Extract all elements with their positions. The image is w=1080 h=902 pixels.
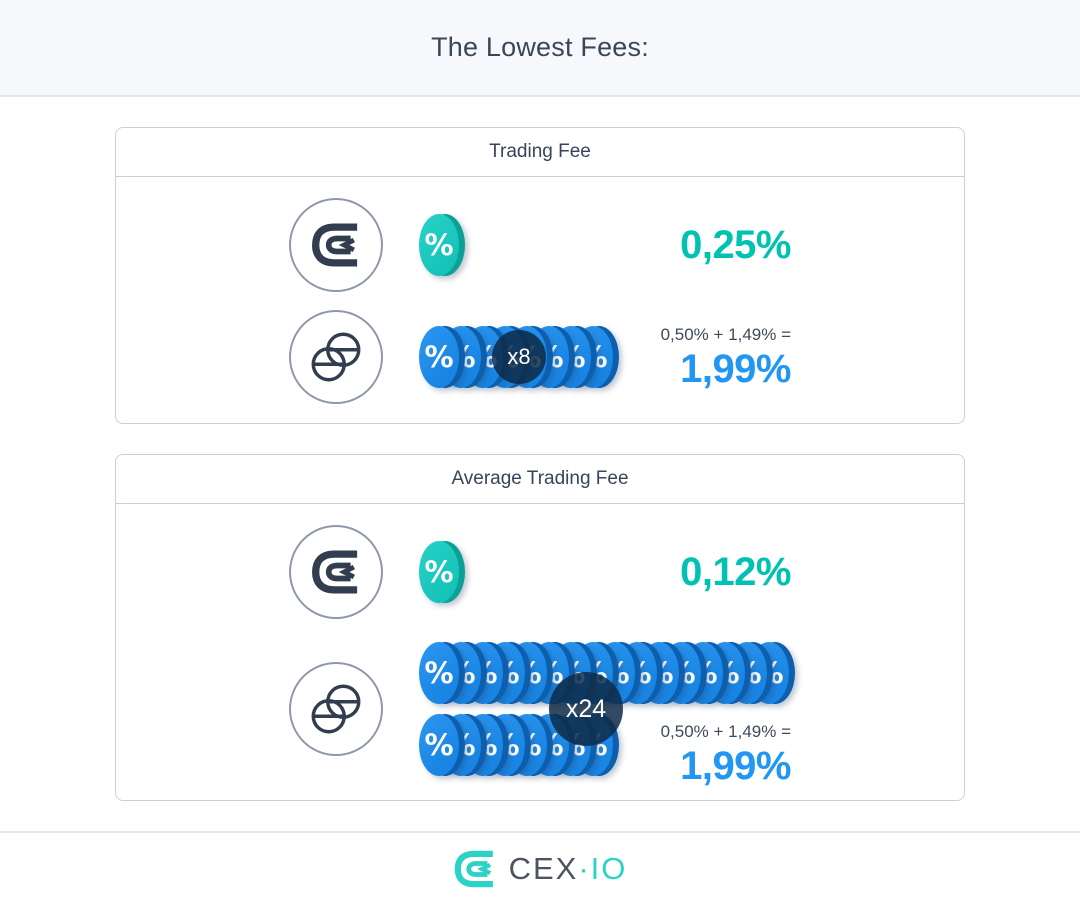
coin-stack: %%%%%%%%%%%%%%%% %%%%%%%% x24: [419, 642, 795, 776]
fee-value-column: 0,25%: [680, 225, 791, 265]
fee-formula: 0,50% + 1,49% =: [660, 325, 791, 344]
coin-row: %: [419, 214, 465, 276]
coins-area: %%%%%%%%%%%%%%%% %%%%%%%% x24: [419, 642, 795, 776]
gemini-logo-circle: [289, 310, 383, 404]
cexio-logo-circle: [289, 198, 383, 292]
cexio-fee-row: % 0,12%: [116, 518, 964, 626]
footer-wordmark: CEX·IO: [509, 851, 628, 887]
cexio-logo-circle: [289, 525, 383, 619]
gemini-fee-value: 1,99%: [680, 347, 791, 391]
average-trading-fee-card-body: % 0,12% %%%%%%%%%%%%%%%%: [116, 504, 964, 800]
percent-coin-icon: %: [419, 326, 465, 388]
header-band: The Lowest Fees:: [0, 0, 1080, 97]
cexio-logo-icon: [310, 219, 362, 271]
footer-brand-text: CEX: [508, 851, 579, 886]
average-trading-fee-card: Average Trading Fee % 0,12%: [115, 454, 965, 801]
footer-brand-suffix: ·IO: [578, 851, 628, 886]
coins-area: %: [419, 541, 465, 603]
page-title: The Lowest Fees:: [431, 32, 649, 62]
multiplier-badge: x24: [549, 672, 623, 746]
cexio-fee-row: % 0,25%: [116, 191, 964, 299]
fee-formula: 0,50% + 1,49% =: [660, 722, 791, 741]
percent-coin-icon: %: [419, 714, 465, 776]
gemini-logo-icon: [307, 680, 365, 738]
card-title: Average Trading Fee: [451, 468, 629, 489]
fee-value-column: 0,12%: [680, 552, 791, 592]
card-title: Trading Fee: [489, 141, 591, 162]
trading-fee-card-header: Trading Fee: [116, 128, 964, 177]
cexio-footer-logo-icon: [453, 847, 497, 891]
trading-fee-card: Trading Fee % 0,25%: [115, 127, 965, 424]
coin-row: %: [419, 541, 465, 603]
gemini-fee-row: %%%%%%%%%%%%%%%% %%%%%%%% x24 0,50% + 1,…: [116, 630, 964, 788]
gemini-fee-value: 1,99%: [680, 744, 791, 788]
footer: CEX·IO: [0, 831, 1080, 901]
average-trading-fee-card-header: Average Trading Fee: [116, 455, 964, 504]
fee-value-column: 0,50% + 1,49% = 1,99%: [660, 325, 792, 391]
gemini-logo-icon: [307, 328, 365, 386]
fee-value-column: 0,50% + 1,49% = 1,99%: [660, 722, 792, 788]
cexio-fee-value: 0,25%: [680, 223, 791, 267]
coins-area: %: [419, 214, 465, 276]
percent-coin-icon: %: [419, 541, 465, 603]
trading-fee-card-body: % 0,25% %%%%%%%% x8: [116, 177, 964, 423]
cexio-fee-value: 0,12%: [680, 550, 791, 594]
cexio-logo-icon: [310, 546, 362, 598]
gemini-logo-circle: [289, 662, 383, 756]
multiplier-badge: x8: [492, 330, 546, 384]
gemini-fee-row: %%%%%%%% x8 0,50% + 1,49% = 1,99%: [116, 303, 964, 411]
percent-coin-icon: %: [419, 642, 465, 704]
coins-area: %%%%%%%% x8: [419, 326, 619, 388]
percent-coin-icon: %: [419, 214, 465, 276]
